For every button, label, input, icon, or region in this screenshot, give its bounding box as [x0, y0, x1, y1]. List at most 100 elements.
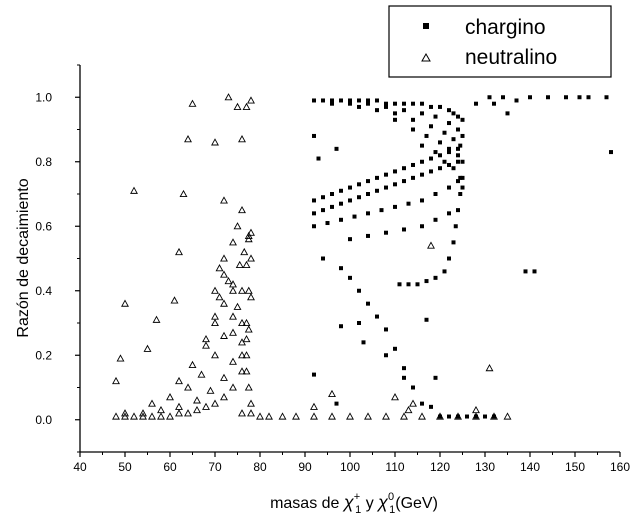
neutralino-point-111 — [485, 364, 494, 372]
chargino-point-42 — [456, 153, 460, 158]
x-tick-label-5: 90 — [298, 460, 312, 474]
x-axis-title: masas de χ+ 1 y χ0 1(GeV) — [270, 491, 438, 516]
neutralino-point-74 — [233, 302, 242, 310]
neutralino-point-14 — [233, 102, 242, 110]
chargino-point-82 — [447, 162, 451, 167]
x-tick-label-9: 130 — [475, 460, 495, 474]
neutralino-point-96 — [364, 412, 372, 420]
chargino-point-87 — [352, 214, 357, 219]
neutralino-point-112 — [404, 405, 413, 414]
chargino-point-136 — [312, 133, 316, 138]
neutralino-point-2 — [121, 299, 129, 307]
neutralino-point-23 — [157, 412, 165, 420]
chargino-point-115 — [321, 256, 325, 261]
chargino-point-48 — [458, 175, 463, 180]
neutralino-point-106 — [328, 389, 336, 397]
neutralino-point-4 — [143, 344, 152, 352]
neutralino-point-69 — [211, 312, 219, 320]
chargino-point-10 — [402, 101, 406, 106]
chargino-point-55 — [357, 182, 361, 187]
chargino-point-143 — [474, 414, 478, 419]
x-axis-title-and: y — [366, 495, 378, 512]
chargino-point-36 — [458, 143, 463, 148]
y-axis-title: Razón de decaimiento — [15, 178, 32, 337]
chargino-point-18 — [460, 117, 465, 122]
chargino-point-130 — [361, 340, 366, 345]
chargino-point-31 — [393, 111, 397, 116]
chargino-point-50 — [312, 198, 316, 203]
neutralino-point-7 — [175, 247, 183, 256]
x-tick-label-12: 160 — [610, 460, 630, 474]
chargino-point-93 — [433, 192, 438, 196]
neutralino-point-73 — [229, 286, 237, 294]
chargino-point-61 — [411, 162, 415, 167]
chargino-point-149 — [501, 95, 505, 100]
chargino-point-47 — [451, 166, 456, 171]
x-axis-ticks: 40 50 60 70 80 90 100 110 120 130 140 150 160 — [73, 452, 630, 474]
chargino-point-83 — [456, 159, 460, 164]
legend-label-neutralino: neutralino — [465, 46, 557, 69]
neutralino-point-12 — [220, 196, 228, 204]
chargino-point-94 — [447, 185, 451, 190]
neutralino-point-86 — [244, 383, 253, 391]
chargino-point-27 — [456, 127, 460, 132]
chargino-point-107 — [433, 275, 438, 280]
chargino-point-65 — [447, 150, 451, 155]
chargino-point-52 — [330, 192, 334, 196]
neutralino-point-94 — [328, 412, 336, 420]
chargino-point-22 — [384, 104, 388, 109]
chargino-point-39 — [424, 133, 429, 138]
chargino-point-142 — [465, 414, 469, 419]
neutralino-point-40 — [193, 396, 201, 404]
chargino-point-35 — [451, 137, 456, 142]
x-axis-title-plus: + — [354, 491, 360, 503]
neutralino-point-13 — [224, 93, 233, 101]
chargino-point-116 — [339, 266, 343, 271]
chargino-point-158 — [609, 150, 613, 155]
chargino-point-77 — [402, 179, 406, 184]
chargino-point-89 — [379, 208, 384, 213]
chargino-point-137 — [316, 156, 321, 161]
chargino-point-76 — [393, 182, 397, 187]
chargino-point-140 — [447, 414, 451, 419]
neutralino-point-110 — [472, 405, 480, 414]
neutralino-point-76 — [242, 334, 251, 343]
chargino-point-56 — [366, 179, 370, 184]
x-axis-title-unit: (GeV) — [395, 495, 438, 512]
neutralino-point-67 — [244, 231, 253, 239]
x-tick-label-2: 60 — [163, 460, 177, 474]
y-tick-label-4: 0.8 — [35, 155, 52, 169]
chargino-point-21 — [366, 101, 370, 106]
chargino-point-147 — [487, 95, 492, 100]
chargino-point-62 — [420, 159, 424, 164]
x-axis-title-one: 1 — [355, 504, 361, 516]
chargino-point-79 — [420, 172, 424, 177]
neutralino-point-61 — [202, 341, 210, 349]
neutralino-point-79 — [220, 254, 228, 262]
y-tick-label-1: 0.2 — [35, 348, 52, 362]
series-neutralino — [112, 93, 512, 420]
chargino-point-88 — [366, 211, 370, 216]
chargino-point-85 — [325, 221, 330, 226]
neutralino-point-107 — [391, 393, 399, 401]
neutralino-point-91 — [278, 412, 287, 420]
chargino-point-32 — [411, 117, 415, 122]
chargino-point-122 — [393, 346, 397, 351]
neutralino-point-41 — [206, 386, 215, 394]
chargino-point-105 — [415, 282, 420, 287]
chargino-point-72 — [357, 195, 361, 200]
chargino-point-160 — [532, 269, 537, 274]
chargino-point-135 — [433, 375, 438, 380]
neutralino-point-82 — [238, 205, 246, 214]
neutralino-point-87 — [247, 399, 255, 407]
chargino-point-145 — [492, 414, 496, 419]
chargino-point-2 — [330, 98, 334, 103]
neutralino-point-63 — [220, 299, 228, 307]
chargino-point-99 — [402, 227, 406, 232]
chargino-point-133 — [424, 317, 429, 322]
chargino-point-92 — [420, 198, 424, 203]
chargino-point-104 — [406, 282, 411, 287]
neutralino-point-77 — [211, 286, 219, 294]
neutralino-point-48 — [148, 399, 156, 407]
neutralino-point-58 — [247, 228, 255, 236]
